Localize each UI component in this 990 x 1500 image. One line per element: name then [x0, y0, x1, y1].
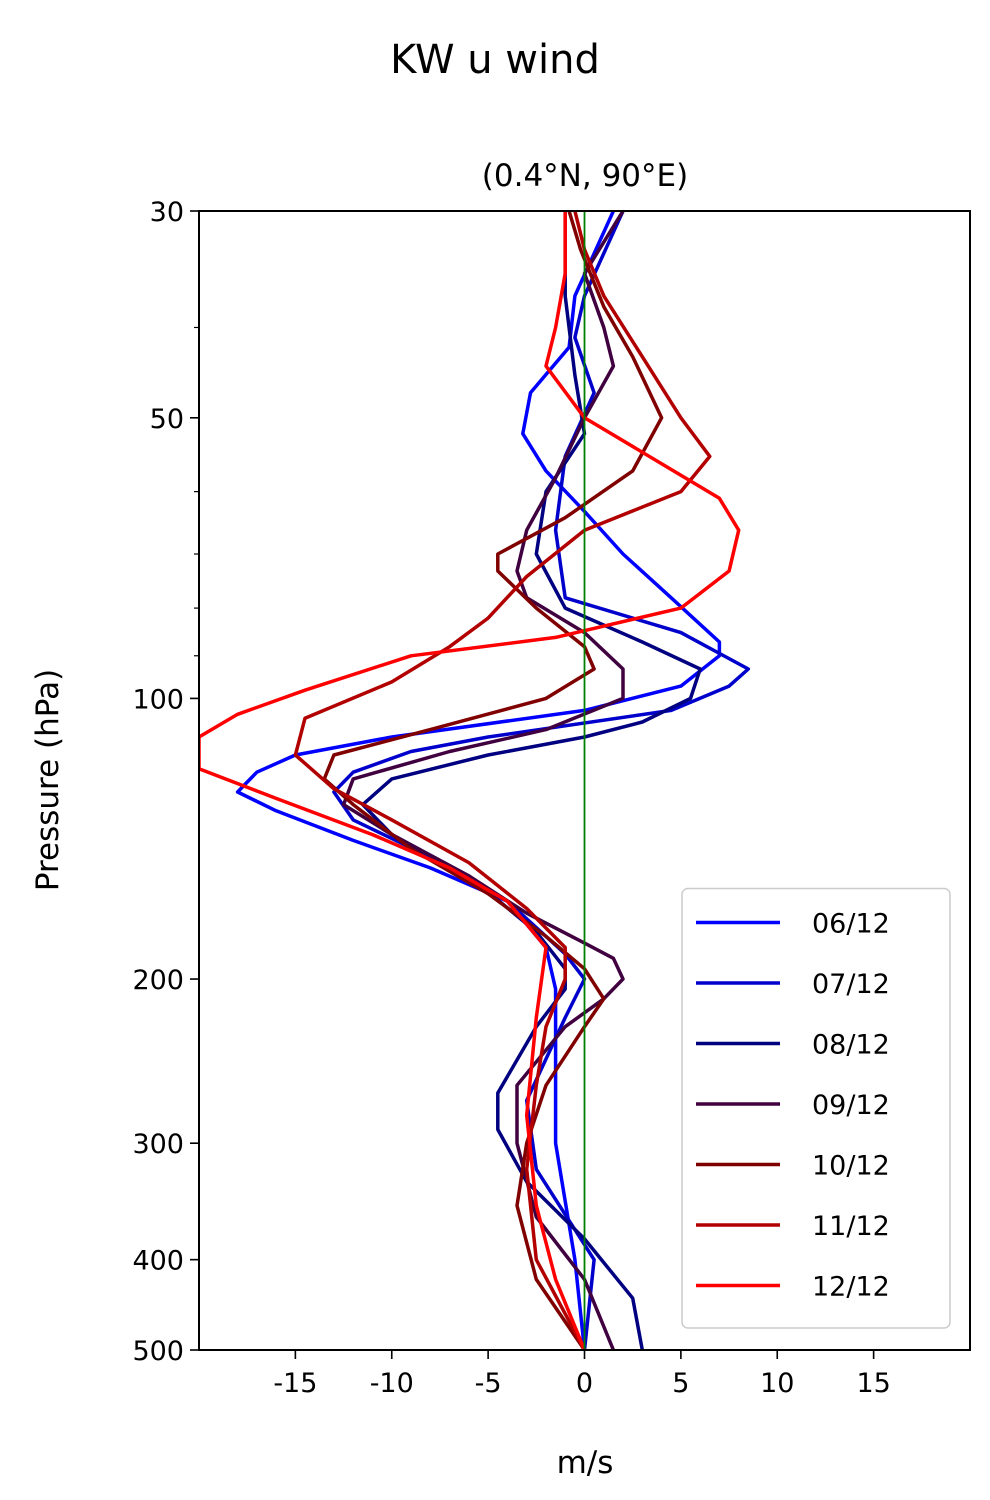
y-axis-label: Pressure (hPa): [30, 669, 66, 891]
x-tick-label: 15: [856, 1368, 890, 1399]
legend-label: 11/12: [812, 1211, 890, 1242]
x-tick-label: -15: [273, 1368, 317, 1399]
series-line-6: [199, 211, 741, 1350]
series-line-3: [341, 211, 625, 1350]
series-line-5: [293, 211, 712, 1350]
x-tick-label: 5: [672, 1368, 689, 1399]
x-tick-label: -5: [475, 1368, 502, 1399]
legend-label: 09/12: [812, 1090, 890, 1121]
series-layer: [199, 211, 751, 1350]
y-tick-label: 200: [132, 965, 184, 996]
legend-box: [681, 887, 951, 1329]
x-tick-label: 10: [760, 1368, 794, 1399]
x-tick-label: -10: [370, 1368, 414, 1399]
y-tick-label: 100: [132, 684, 184, 715]
series-line-2: [361, 211, 702, 1350]
legend-label: 06/12: [812, 909, 890, 940]
y-tick-label: 300: [132, 1129, 184, 1160]
y-tick-label: 30: [150, 197, 184, 228]
chart-title: KW u wind: [390, 37, 600, 83]
legend-label: 08/12: [812, 1030, 890, 1061]
y-tick-label: 500: [132, 1336, 184, 1367]
series-line-0: [235, 211, 722, 1350]
y-tick-label: 50: [150, 404, 184, 435]
legend-label: 12/12: [812, 1272, 890, 1303]
y-tick-label: 400: [132, 1246, 184, 1277]
x-axis: -15 -10 -5 0 5 10 15: [273, 1350, 891, 1399]
legend: 06/12 07/12 08/12 09/12 10/12 11/12 12/12: [681, 887, 951, 1329]
series-line-4: [322, 211, 664, 1350]
y-axis: 30 50 100 200 300 400 500: [132, 197, 199, 1367]
chart-subtitle: (0.4°N, 90°E): [482, 158, 688, 194]
x-axis-label: m/s: [557, 1445, 614, 1481]
legend-label: 10/12: [812, 1151, 890, 1182]
legend-label: 07/12: [812, 969, 890, 1000]
x-tick-label: 0: [576, 1368, 593, 1399]
